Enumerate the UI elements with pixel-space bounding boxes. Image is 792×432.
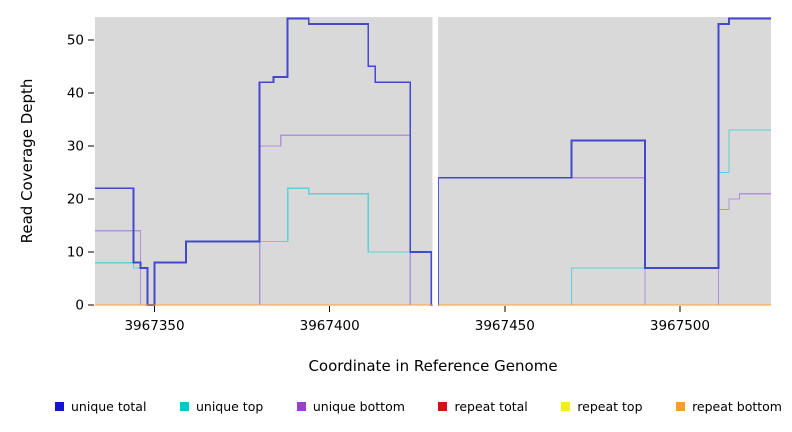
legend-label: unique total bbox=[71, 399, 147, 414]
y-tick-label: 30 bbox=[67, 138, 84, 154]
legend-item-unique-total: unique total bbox=[55, 399, 146, 414]
legend-item-repeat-total: repeat total bbox=[438, 399, 528, 414]
legend: unique total unique top unique bottom re… bbox=[55, 399, 782, 414]
legend-swatch-unique-bottom bbox=[296, 402, 306, 411]
legend-label: repeat total bbox=[454, 399, 528, 414]
legend-swatch-repeat-top bbox=[561, 402, 571, 411]
legend-item-unique-bottom: unique bottom bbox=[296, 399, 405, 414]
legend-label: repeat bottom bbox=[692, 399, 782, 414]
legend-label: repeat top bbox=[577, 399, 643, 414]
legend-item-repeat-top: repeat top bbox=[561, 399, 643, 414]
legend-swatch-unique-top bbox=[179, 402, 189, 411]
y-axis-title: Read Coverage Depth bbox=[18, 78, 36, 244]
y-tick-label: 50 bbox=[67, 32, 84, 48]
y-tick-label: 10 bbox=[67, 244, 84, 260]
coverage-gap bbox=[432, 16, 439, 306]
legend-swatch-repeat-total bbox=[438, 402, 448, 411]
legend-swatch-repeat-bottom bbox=[676, 402, 686, 411]
x-tick-label: 3967400 bbox=[300, 318, 360, 334]
legend-item-unique-top: unique top bbox=[179, 399, 264, 414]
legend-swatch-unique-total bbox=[55, 402, 64, 411]
y-tick-label: 20 bbox=[67, 191, 84, 207]
legend-label: unique top bbox=[195, 399, 264, 414]
legend-item-repeat-bottom: repeat bottom bbox=[676, 399, 782, 414]
legend-label: unique bottom bbox=[312, 399, 405, 414]
y-tick-label: 40 bbox=[67, 85, 84, 101]
y-tick-label: 0 bbox=[75, 298, 84, 314]
x-tick-label: 3967500 bbox=[650, 318, 710, 334]
x-axis-title: Coordinate in Reference Genome bbox=[308, 357, 558, 375]
x-tick-label: 3967350 bbox=[124, 318, 184, 334]
x-tick-label: 3967450 bbox=[475, 318, 535, 334]
